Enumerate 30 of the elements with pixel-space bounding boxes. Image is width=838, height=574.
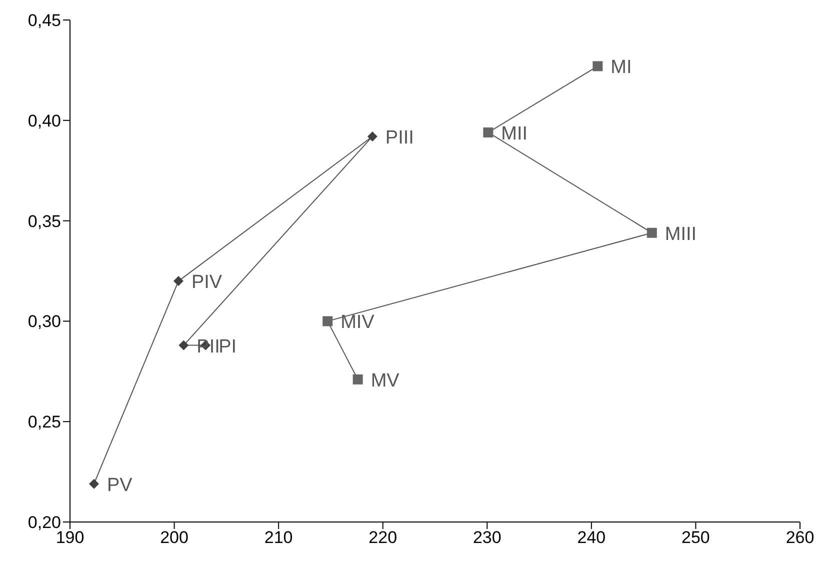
point [367,131,378,142]
x-tick-label: 250 [682,528,710,548]
point [173,276,184,286]
annotation: PIII [385,127,414,148]
point [646,228,657,238]
point [178,340,189,350]
annotation: PIV [191,272,222,294]
annotation: MIV [340,312,375,334]
y-tick-label: 0,45 [28,11,61,30]
y-tick-label: 0,40 [28,111,61,130]
x-tick-label: 220 [368,528,398,548]
x-tick-label: 260 [786,528,814,548]
y-tick-label: 0,30 [28,312,61,332]
annotation: MIII [664,224,697,245]
point [592,61,603,72]
point [352,374,363,384]
annotation: MV [370,370,400,392]
annotation: MI [610,57,632,78]
point [322,316,333,326]
x-tick-label: 240 [577,528,606,548]
point [88,478,99,489]
point [483,127,494,138]
y-tick-label: 0,35 [28,212,61,231]
x-tick-label: 200 [160,528,188,548]
annotation: PV [106,474,133,496]
annotation: MII [501,123,528,144]
y-tick-label: 0,25 [28,412,61,432]
x-tick-label: 210 [264,528,293,548]
x-tick-label: 230 [472,528,502,548]
annotation: PI [218,336,237,358]
